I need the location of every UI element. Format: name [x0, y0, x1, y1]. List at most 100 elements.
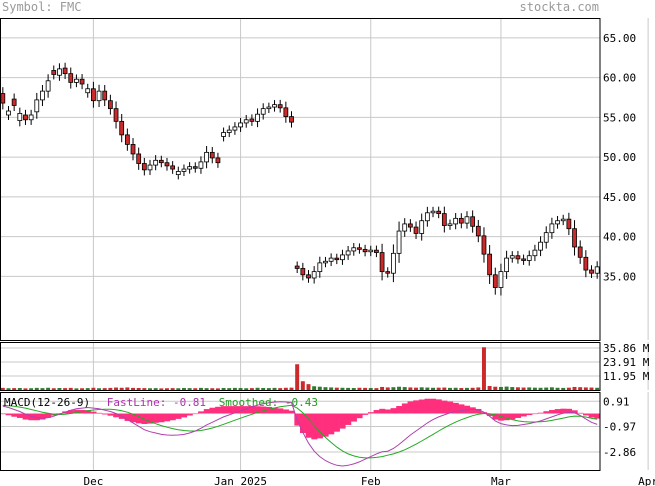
macd-histogram-bar — [277, 408, 284, 414]
candle-body — [430, 210, 436, 214]
volume-bars — [0, 347, 600, 390]
volume-bar — [595, 387, 600, 390]
macd-histogram-bar — [22, 413, 29, 420]
macd-tick-label: -0.97 — [603, 421, 636, 434]
macd-histogram-bar — [384, 409, 391, 414]
candle-body — [396, 230, 402, 254]
macd-fast-line — [2, 401, 598, 467]
volume-bar — [317, 386, 322, 390]
price-candles — [0, 62, 600, 296]
macd-histogram-bar — [260, 406, 267, 414]
candle-body — [51, 70, 57, 75]
panel-frame — [0, 392, 601, 471]
macd-histogram-bar — [396, 405, 403, 414]
volume-bar — [306, 384, 311, 390]
candle-body — [328, 257, 334, 262]
volume-bar — [476, 387, 481, 390]
volume-bar — [181, 388, 186, 390]
volume-bar — [555, 387, 560, 390]
candle-body — [198, 161, 204, 169]
candle-body — [300, 268, 306, 276]
price-tick-label: 55.00 — [603, 111, 636, 124]
candle-body — [102, 90, 108, 101]
macd-panel — [0, 398, 601, 467]
volume-bar — [63, 388, 68, 390]
macd-histogram-bar — [130, 413, 137, 423]
candle-body — [62, 67, 68, 75]
candle-body — [272, 104, 277, 108]
macd-histogram-bar — [271, 407, 278, 414]
volume-bar — [176, 388, 181, 390]
candle-body — [577, 246, 583, 258]
candle-body — [515, 255, 521, 260]
candle-body — [532, 249, 538, 257]
candle-body — [453, 217, 459, 225]
macd-histogram-bar — [90, 411, 97, 414]
macd-legend: MACD(12-26-9) FastLine: -0.81 Smoothed: … — [4, 396, 318, 409]
macd-histogram-bar — [469, 407, 476, 414]
macd-histogram-bar — [226, 406, 233, 414]
candle-body — [379, 252, 385, 273]
candle-body — [119, 120, 125, 136]
x-tick-label: Feb — [361, 475, 381, 486]
candle-body — [130, 144, 136, 155]
volume-bar — [85, 388, 90, 390]
volume-bar — [221, 388, 226, 390]
macd-histogram-bar — [571, 410, 578, 414]
candle-body — [543, 232, 549, 243]
macd-histogram-bar — [515, 413, 522, 418]
candle-body — [23, 114, 28, 121]
candle-body — [28, 114, 34, 121]
candle-body — [170, 165, 176, 170]
macd-histogram-bar — [186, 413, 193, 416]
candle-body — [289, 116, 294, 123]
price-tick-label: 65.00 — [603, 32, 636, 45]
macd-histogram-bar — [203, 409, 210, 414]
macd-histogram-bar — [475, 408, 482, 414]
volume-tick-label: 35.86 M — [603, 342, 650, 355]
candle-body — [91, 88, 96, 102]
volume-bar — [300, 381, 305, 390]
macd-histogram-bar — [339, 413, 346, 429]
candle-body — [475, 225, 481, 237]
volume-bar — [578, 387, 583, 390]
volume-bar — [346, 387, 351, 390]
macd-histogram-bar — [379, 408, 386, 414]
candle-body — [204, 151, 209, 163]
panel-frame — [0, 18, 601, 341]
volume-bar — [136, 388, 141, 390]
macd-histogram-bar — [322, 413, 329, 437]
panel-frames — [0, 18, 601, 471]
macd-histogram-bar — [362, 413, 369, 415]
volume-bar — [442, 387, 447, 390]
candle-body — [317, 262, 323, 273]
volume-bar — [408, 387, 413, 390]
macd-histogram-bar — [243, 406, 250, 414]
candle-body — [521, 258, 526, 261]
macd-histogram-bar — [583, 413, 589, 416]
candle-body — [572, 228, 577, 248]
volume-bar — [329, 387, 334, 390]
macd-histogram-bar — [101, 413, 108, 415]
volume-bar — [323, 387, 328, 390]
macd-histogram-bar — [135, 413, 142, 424]
candle-body — [215, 157, 221, 164]
volume-bar — [102, 388, 107, 390]
volume-bar — [108, 387, 113, 390]
candle-body — [311, 271, 317, 279]
candle-body — [413, 226, 419, 234]
volume-bar — [187, 388, 192, 390]
macd-histogram-bar — [373, 410, 380, 414]
volume-tick-label: 23.91 M — [603, 356, 650, 369]
macd-histogram-bar — [447, 401, 454, 414]
grid-lines — [0, 18, 649, 470]
macd-histogram-bar — [0, 413, 6, 415]
volume-bar — [481, 347, 486, 390]
macd-histogram-bar — [401, 403, 408, 414]
brand-label[interactable]: stockta.com — [519, 0, 599, 14]
candle-body — [136, 153, 142, 164]
volume-bar — [583, 387, 588, 390]
volume-bar — [261, 388, 266, 390]
